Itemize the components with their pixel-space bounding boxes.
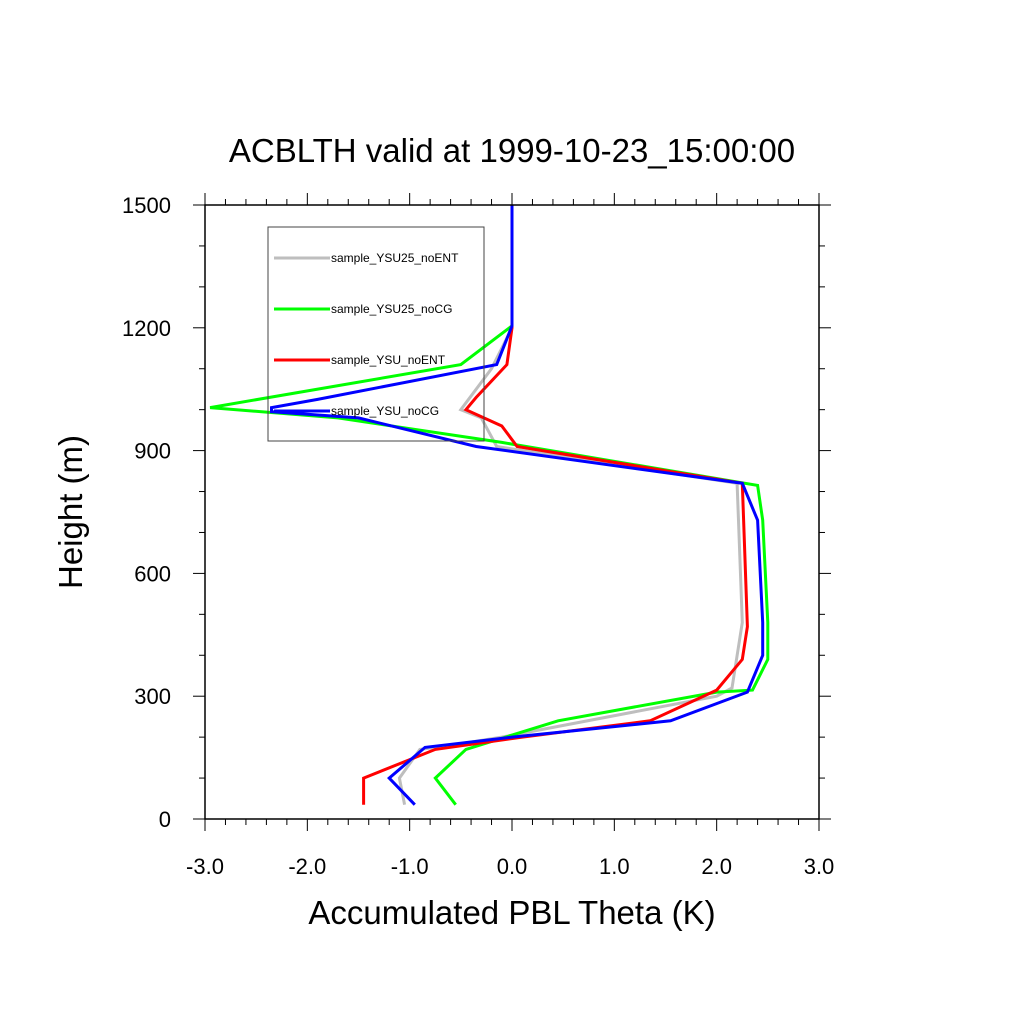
y-tick-label: 0 bbox=[159, 807, 171, 832]
legend: sample_YSU25_noENT sample_YSU25_noCGsampl… bbox=[267, 226, 485, 442]
x-tick-label: -1.0 bbox=[391, 854, 429, 879]
y-tick-label: 300 bbox=[134, 684, 171, 709]
x-tick-label: -3.0 bbox=[186, 854, 224, 879]
y-tick-label: 1200 bbox=[122, 316, 171, 341]
y-tick-label: 600 bbox=[134, 561, 171, 586]
legend-label: sample_YSU25_noCG bbox=[331, 302, 452, 316]
legend-label: sample_YSU25_noENT bbox=[331, 251, 459, 265]
legend-label: sample_YSU_noCG bbox=[331, 404, 439, 418]
x-tick-label: 3.0 bbox=[804, 854, 835, 879]
x-tick-label: -2.0 bbox=[288, 854, 326, 879]
series-line-sample_YSU_noCG bbox=[270, 205, 765, 806]
series-line-sample_YSU25_noCG bbox=[209, 205, 770, 806]
series-line-sample_YSU_noENT bbox=[362, 205, 749, 805]
x-axis-label: Accumulated PBL Theta (K) bbox=[308, 894, 715, 931]
x-tick-label: 2.0 bbox=[701, 854, 732, 879]
x-tick-label: 1.0 bbox=[599, 854, 630, 879]
legend-label: sample_YSU_noENT bbox=[331, 353, 446, 367]
y-tick-label: 900 bbox=[134, 439, 171, 464]
chart-title: ACBLTH valid at 1999-10-23_15:00:00 bbox=[229, 132, 795, 169]
y-tick-label: 1500 bbox=[122, 193, 171, 218]
axis-ticks: -3.0 -2.0 -1.0 0.0 1.0 2.0 3.0 0 300 600 900 1200 15… bbox=[122, 193, 834, 879]
y-axis-label: Height (m) bbox=[52, 435, 89, 589]
plot-frame bbox=[204, 204, 820, 820]
x-tick-label: 0.0 bbox=[497, 854, 528, 879]
series-layer bbox=[209, 205, 770, 806]
legend-box bbox=[267, 226, 485, 442]
